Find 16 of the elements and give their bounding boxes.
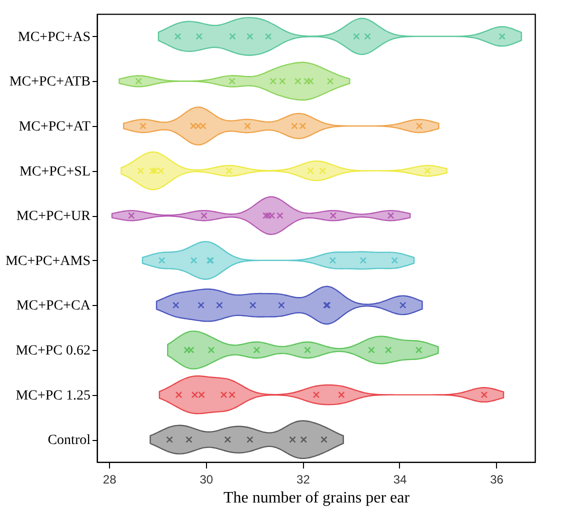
y-tick-label: MC+PC+AT [18, 120, 91, 134]
y-tick-label: MC+PC+ATB [9, 74, 90, 90]
y-tick-label: MC+PC 0.62 [16, 344, 90, 358]
y-tick-label: MC+PC+AMS [5, 254, 90, 269]
x-tick-label: 30 [200, 472, 214, 486]
x-axis-title: The number of grains per ear [223, 490, 410, 506]
y-tick-label: MC+PC+SL [19, 164, 90, 180]
x-tick-label: 28 [102, 472, 117, 486]
y-tick-label: MC+PC+CA [16, 298, 92, 314]
y-tick-label: MC+PC 1.25 [16, 388, 90, 404]
y-tick-label: MC+PC+AS [18, 30, 90, 45]
x-tick-label: 32 [296, 472, 310, 486]
x-tick-label: 36 [490, 472, 504, 486]
x-tick-label: 34 [393, 472, 407, 486]
y-tick-label: Control [48, 433, 91, 448]
y-tick-label: MC+PC+UR [16, 209, 92, 224]
